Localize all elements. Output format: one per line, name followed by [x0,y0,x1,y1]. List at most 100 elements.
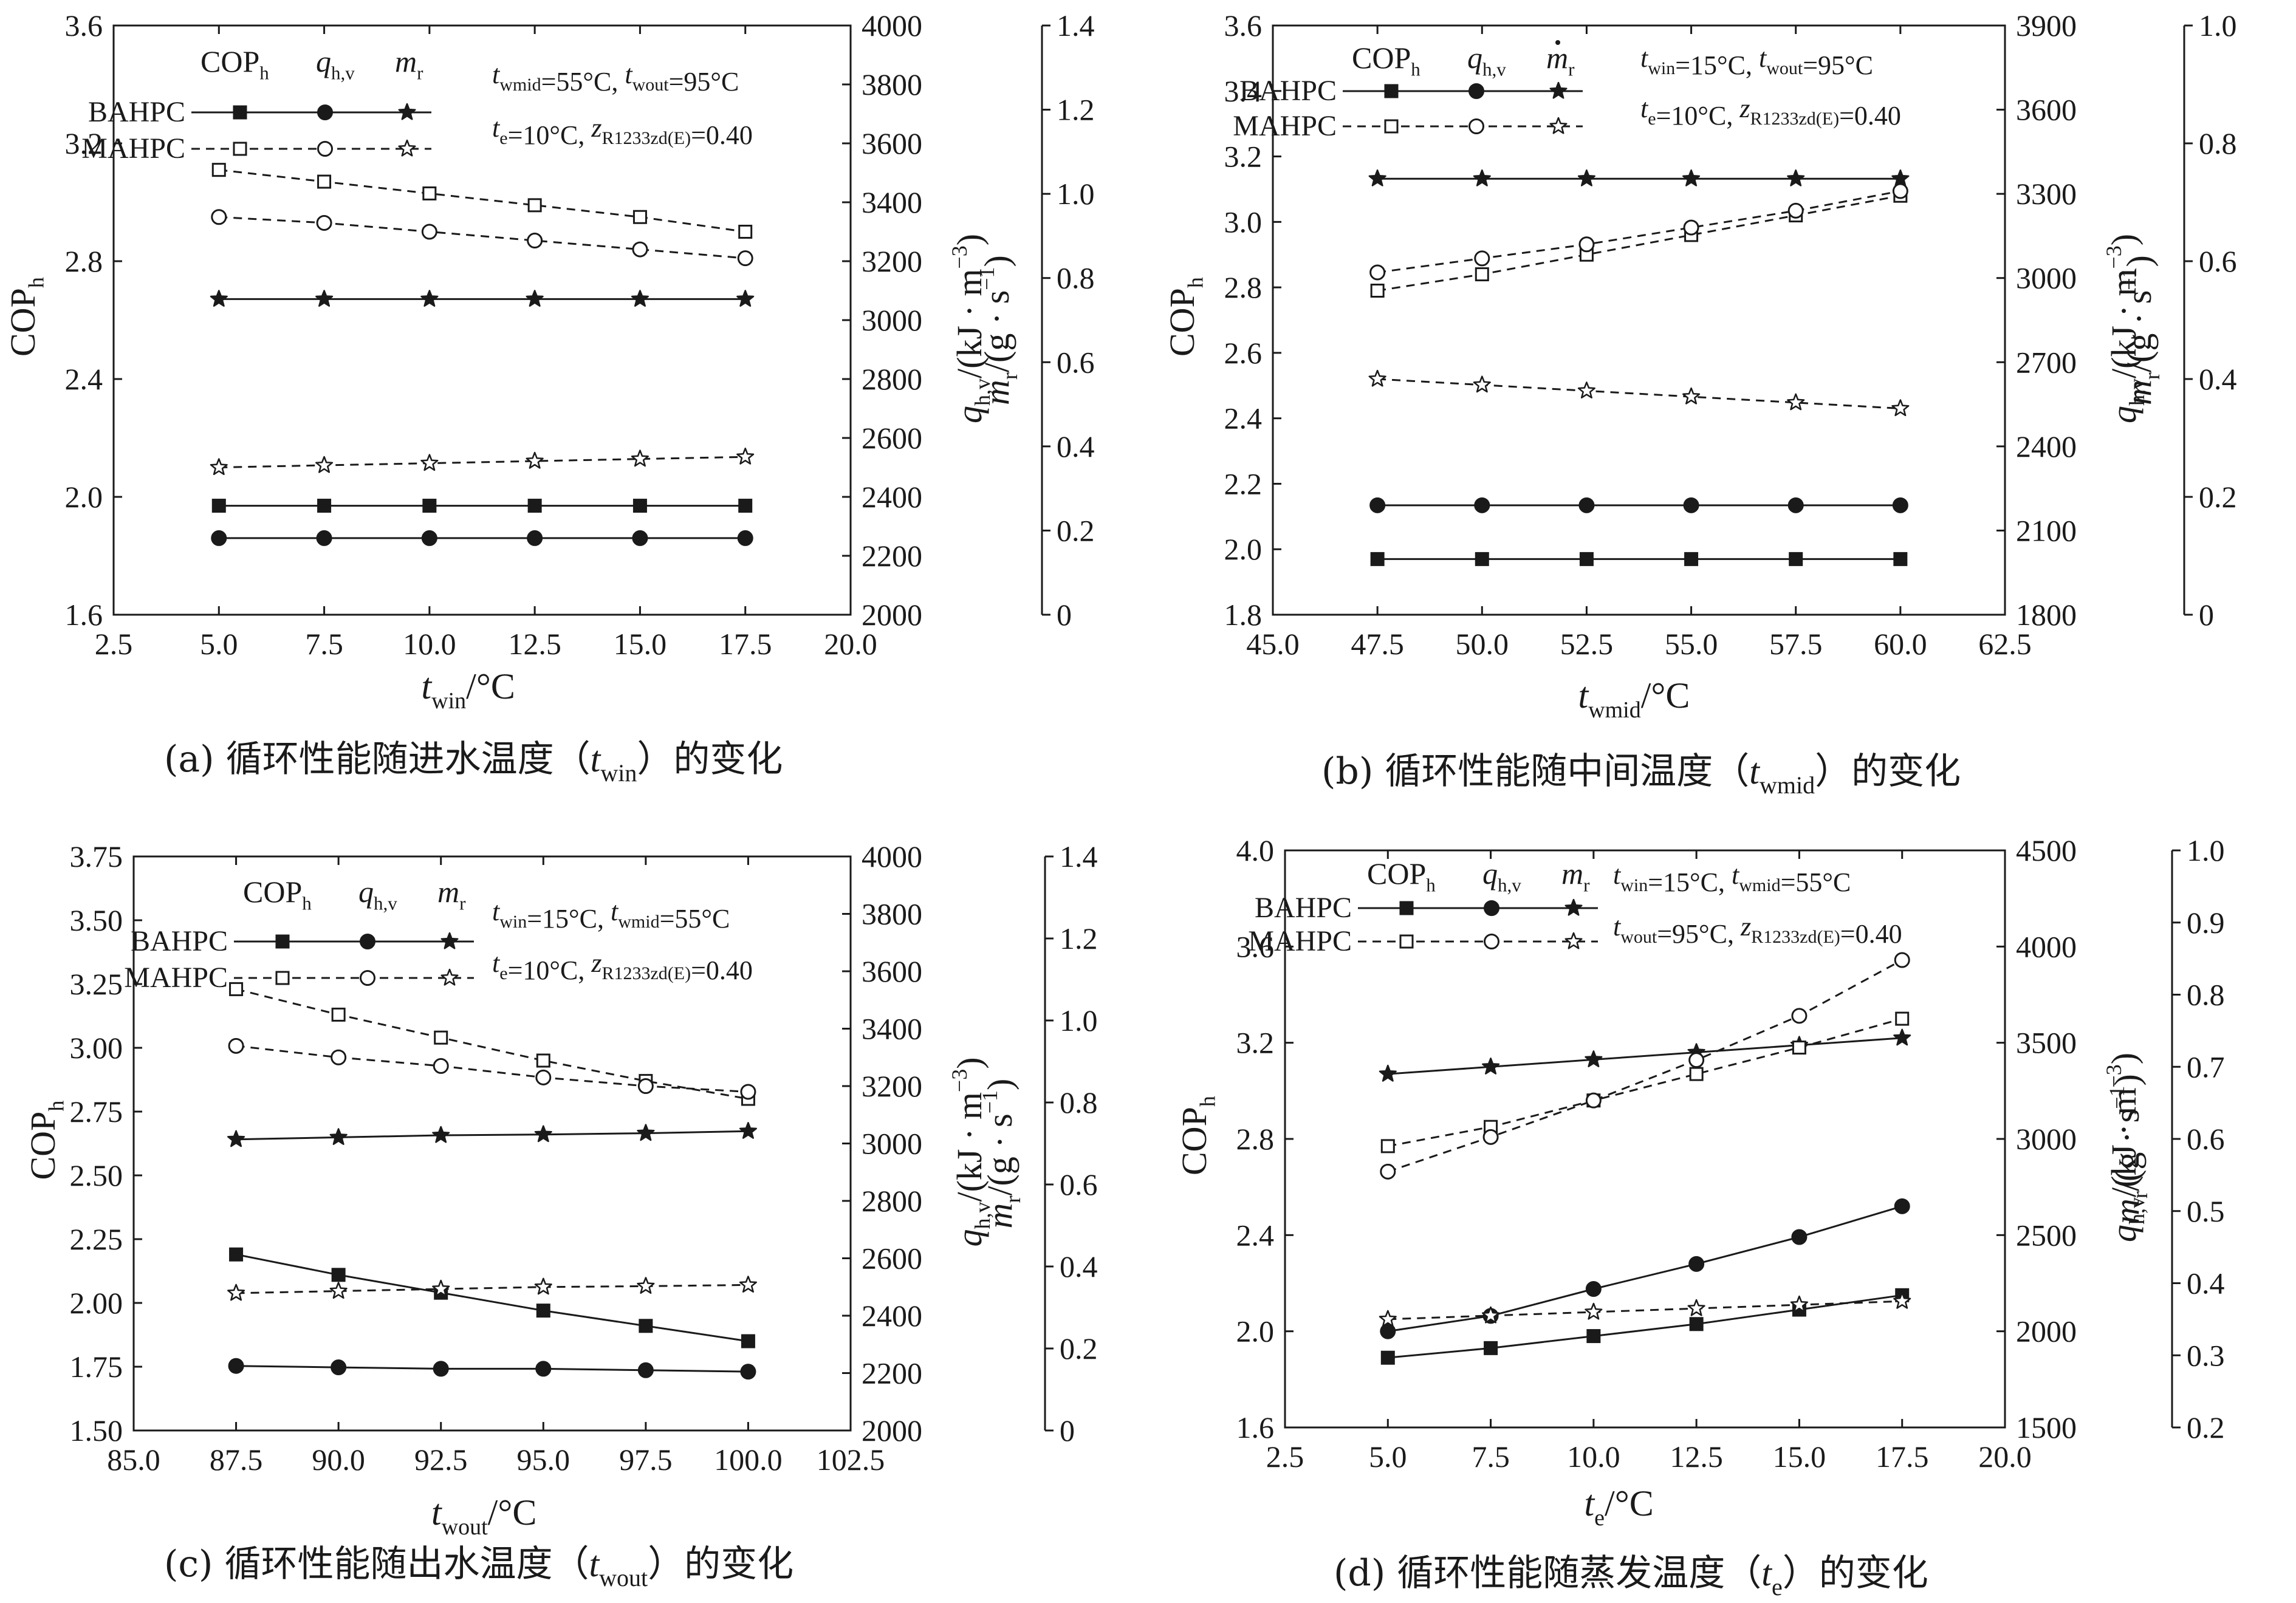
point-bahpc-qhv [1585,1281,1602,1297]
condition-text: twmid=55°C, twout=95°C [492,60,739,97]
point-mahpc-qhv [637,1078,654,1094]
point-bahpc-coph [1579,552,1594,566]
q-tick-label: 2600 [862,1242,922,1276]
panel-d: 2.5 5.0 7.5 10.0 12.5 15.0 17.5 20.0 1.6 2.0 2.4 2.… [1174,833,2225,1601]
point-bahpc-coph [632,499,647,513]
q-tick-label: 3400 [862,185,922,219]
point-bahpc-coph [1380,1350,1395,1365]
mr-tick-label: 0.2 [2187,1410,2225,1444]
x-tick-label: 20.0 [824,627,877,661]
x-tick-label: 90.0 [312,1443,365,1477]
legend-marker-star [1564,932,1583,949]
mr-tick-label: 0 [1057,598,1072,632]
x-tick-label: 50.0 [1456,627,1509,661]
x-tick-label: 17.5 [1876,1440,1929,1474]
mr-tick-label: 0.4 [2187,1266,2225,1301]
point-mahpc-mr [1482,1306,1500,1324]
point-mahpc-coph [1380,1139,1395,1154]
point-bahpc-mr [1787,169,1805,186]
panel-c: 85.0 87.5 90.0 92.5 95.0 97.5 100.0 102.5 1.50 1.… [23,839,1098,1591]
plot-frame [112,24,852,616]
point-bahpc-mr [315,290,334,307]
legend-label-mahpc: MAHPC [124,962,228,994]
q-tick-label: 3200 [862,1069,922,1103]
mr-tick-label: 0.4 [1057,429,1095,463]
point-bahpc-mr [1682,169,1701,186]
legend-label-mahpc: MAHPC [1233,110,1337,142]
legend-marker-square [233,105,247,120]
cop-tick-label: 2.8 [65,244,103,278]
point-mahpc-coph [536,1053,550,1068]
x-tick-label: 17.5 [719,627,772,661]
point-bahpc-qhv [1380,1323,1396,1339]
q-axis-title: qh,v/(kJ · m−3) [947,234,995,423]
q-tick-label: 2200 [862,539,922,573]
series-line-bahpc-coph [236,1253,749,1342]
legend-marker-circle [317,104,333,120]
point-bahpc-coph [1484,1341,1498,1355]
mr-tick-label: 0.7 [2187,1050,2225,1084]
series-line-mahpc-qhv [1387,959,1903,1173]
point-mahpc-qhv [433,1058,449,1074]
mr-tick-label: 0.8 [2199,126,2237,160]
point-bahpc-qhv [740,1364,756,1380]
legend-header-cop: COPh [1352,41,1420,80]
point-mahpc-coph [527,198,542,213]
point-bahpc-mr [736,290,755,307]
point-mahpc-mr [1585,1302,1603,1320]
x-tick-label: 15.0 [614,627,667,661]
condition-text: twin=15°C, twmid=55°C [492,897,730,934]
series-line-bahpc-mr [236,1130,749,1141]
series-line-bahpc-coph [1388,1294,1902,1359]
legend-marker-square [1384,119,1399,134]
mr-tick-label: 0.8 [1060,1085,1098,1119]
point-mahpc-qhv [1787,202,1804,219]
point-bahpc-coph [741,1334,755,1348]
point-mahpc-coph [1792,1041,1806,1055]
cop-tick-label: 1.50 [70,1413,123,1447]
point-mahpc-qhv [737,250,753,267]
cop-axis-title: COPh [1174,1096,1220,1175]
legend-marker-square [275,971,290,985]
legend-header-q: qh,v [316,44,355,84]
point-bahpc-qhv [211,530,227,546]
series-line-mahpc-mr [219,456,745,468]
x-tick-label: 100.0 [714,1443,783,1477]
point-mahpc-coph [738,225,753,239]
cop-axis-title: COPh [3,277,49,357]
cop-axis-title: COPh [1162,277,1208,357]
mr-tick-label: 0.2 [1060,1331,1098,1365]
q-tick-label: 4000 [862,839,922,873]
cop-tick-label: 3.00 [70,1031,123,1065]
mr-tick-label: 1.0 [1057,177,1095,211]
point-mahpc-qhv [316,214,332,231]
legend-label-bahpc: BAHPC [131,925,228,957]
point-bahpc-qhv [632,530,648,546]
q-tick-label: 2000 [862,598,922,632]
series-line-mahpc-qhv [1377,190,1901,273]
q-axis-title: qh,v/(kJ · m−3) [947,1057,995,1246]
q-tick-label: 1800 [2016,598,2077,632]
x-tick-label: 20.0 [1978,1440,2032,1474]
point-bahpc-coph [1689,1317,1704,1331]
legend-marker-star [1564,898,1583,916]
point-bahpc-coph [1893,552,1908,566]
legend-header-mr: mr [395,44,423,84]
point-mahpc-mr [210,458,228,476]
point-mahpc-qhv [1369,264,1386,281]
point-mahpc-mr [1379,1310,1397,1327]
point-bahpc-qhv [1892,497,1908,513]
point-mahpc-qhv [1894,952,1910,968]
point-bahpc-coph [527,499,542,513]
q-tick-label: 3600 [862,126,922,160]
mr-tick-label: 0.4 [2199,362,2237,396]
series-line-mahpc-qhv [236,1045,749,1093]
point-bahpc-coph [422,499,437,513]
cop-tick-label: 2.6 [1224,336,1263,370]
q-tick-label: 3800 [862,67,922,101]
point-bahpc-coph [738,499,753,513]
x-tick-label: 45.0 [1246,627,1300,661]
point-mahpc-qhv [1482,1129,1499,1145]
q-tick-label: 3000 [2016,261,2077,295]
mr-tick-label: 0.6 [1057,345,1095,379]
